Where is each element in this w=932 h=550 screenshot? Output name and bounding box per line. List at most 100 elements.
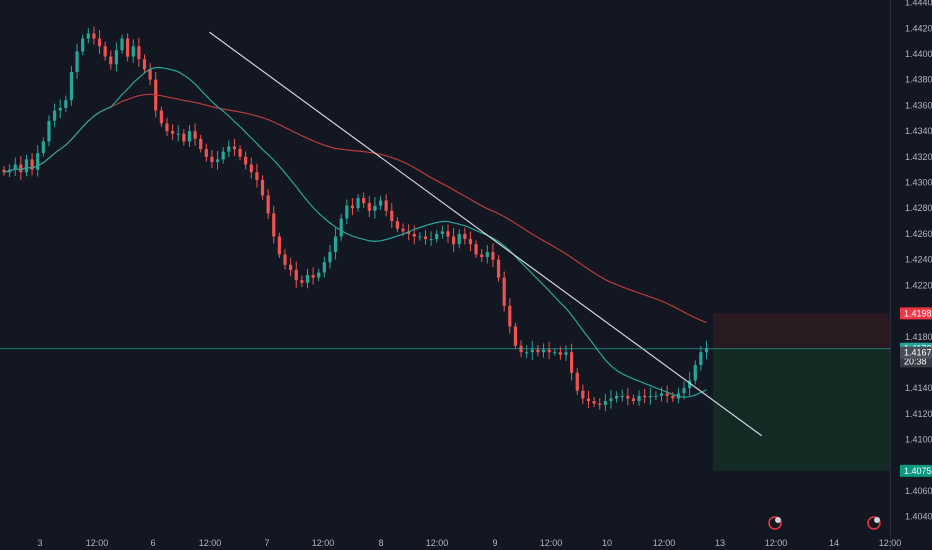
candle-body <box>620 395 624 397</box>
alert-icon[interactable] <box>867 516 881 530</box>
price-tick-label: 1.41000 <box>905 435 932 445</box>
trendline-layer <box>209 31 763 437</box>
alert-icon[interactable] <box>768 516 782 530</box>
candle-body <box>603 401 607 405</box>
price-tick-label: 1.43800 <box>905 75 932 85</box>
candle-body <box>631 398 636 402</box>
candle-body <box>688 380 692 389</box>
candle-body <box>429 239 433 241</box>
take-profit-zone[interactable] <box>713 348 890 471</box>
candle-body <box>13 164 17 170</box>
candle-body <box>356 197 360 209</box>
candle-body <box>598 403 602 405</box>
price-tag-label: 20:38 <box>904 356 927 366</box>
candle-body <box>19 164 23 173</box>
candle-body <box>474 244 478 255</box>
candle-body <box>36 152 40 170</box>
candle-body <box>339 218 343 237</box>
time-tick-label: 12:00 <box>86 538 109 548</box>
alert-icon-ring <box>867 516 881 530</box>
candle-body <box>693 365 697 381</box>
candle-body <box>260 179 265 196</box>
slow-moving-average-line <box>3 93 707 324</box>
alert-icons <box>768 516 881 530</box>
candle-body <box>401 228 405 232</box>
candle-body <box>704 348 709 353</box>
candle-body <box>407 231 411 234</box>
candle-body <box>373 205 377 211</box>
price-tick-label: 1.44400 <box>905 0 932 8</box>
candlestick-series <box>2 26 709 412</box>
time-tick-label: 12:00 <box>426 538 449 548</box>
candle-body <box>311 275 315 278</box>
candle-body <box>317 272 321 278</box>
candle-body <box>530 349 534 353</box>
candle-body <box>536 349 540 353</box>
alert-icon-badge <box>775 517 781 523</box>
candle-body <box>126 38 130 57</box>
trendline[interactable] <box>209 31 763 437</box>
candle-body <box>109 56 113 65</box>
candle-body <box>418 236 422 238</box>
candle-body <box>541 349 546 353</box>
candle-body <box>277 236 281 255</box>
stop-loss-zone[interactable] <box>713 313 890 349</box>
candle-body <box>463 233 467 240</box>
candle-body <box>468 239 473 245</box>
candle-body <box>328 251 332 263</box>
candle-body <box>423 236 428 240</box>
price-tags: 1.419821.4170720:381.416761.40757 <box>900 307 932 477</box>
price-tick-label: 1.42400 <box>905 255 932 265</box>
candle-body <box>581 390 585 399</box>
candle-body <box>682 388 686 394</box>
time-tick-label: 6 <box>150 538 155 548</box>
price-tag-label: 1.41676 <box>904 348 932 358</box>
candle-body <box>204 149 208 157</box>
candle-body <box>457 233 461 245</box>
candle-body <box>614 395 619 399</box>
candle-body <box>496 259 501 278</box>
candle-body <box>75 51 79 72</box>
price-tag-box <box>900 307 932 320</box>
price-tick-label: 1.42200 <box>905 280 932 290</box>
candle-body <box>244 156 248 165</box>
candle-body <box>272 213 276 237</box>
candle-body <box>440 231 444 234</box>
candle-body <box>665 393 669 396</box>
candle-body <box>255 172 259 180</box>
candle-body <box>446 231 450 237</box>
candle-body <box>395 221 399 229</box>
candle-body <box>671 395 675 399</box>
candle-body <box>187 131 192 142</box>
candle-body <box>435 233 439 240</box>
time-tick-label: 8 <box>378 538 383 548</box>
time-tick-label: 7 <box>264 538 269 548</box>
time-tick-label: 12:00 <box>312 538 335 548</box>
candle-body <box>508 305 512 327</box>
alert-icon-badge <box>874 517 880 523</box>
candle-body <box>182 133 186 142</box>
price-tick-label: 1.42600 <box>905 229 932 239</box>
moving-averages <box>3 66 707 398</box>
candle-body <box>586 398 591 402</box>
time-tick-label: 9 <box>492 538 497 548</box>
time-tick-label: 14 <box>829 538 839 548</box>
candle-body <box>452 236 456 245</box>
candle-body <box>227 146 231 152</box>
candle-body <box>502 277 506 306</box>
price-tick-label: 1.40400 <box>905 512 932 522</box>
price-tick-label: 1.43000 <box>905 178 932 188</box>
price-tag-label: 1.40757 <box>904 466 932 476</box>
candle-body <box>305 275 310 283</box>
candle-body <box>97 38 102 47</box>
candle-body <box>525 352 529 354</box>
candle-body <box>137 46 141 60</box>
candle-body <box>384 200 388 211</box>
candle-body <box>58 107 62 111</box>
candle-body <box>199 138 203 150</box>
candle-body <box>609 398 613 402</box>
price-tick-label: 1.43200 <box>905 152 932 162</box>
candle-body <box>24 159 29 173</box>
